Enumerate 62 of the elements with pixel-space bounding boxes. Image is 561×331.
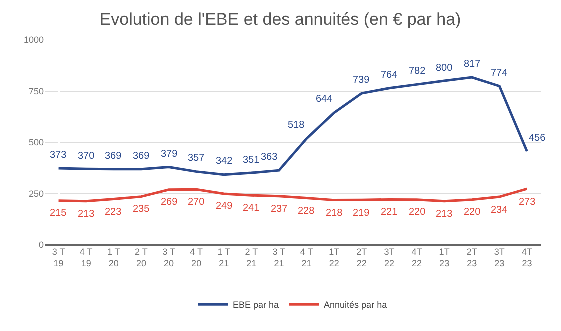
x-tick-label: 4 T 19 [80, 247, 94, 269]
data-label: 782 [409, 66, 426, 77]
data-label: 456 [529, 133, 546, 144]
data-label: 270 [188, 197, 206, 208]
x-tick-label: 4 T 21 [300, 247, 314, 269]
data-label: 342 [216, 156, 234, 167]
x-tick-label: 1 T 21 [218, 247, 232, 269]
data-label: 219 [353, 208, 370, 219]
data-label: 379 [161, 149, 178, 160]
y-tick-label: 1000 [24, 35, 44, 46]
data-label: 234 [491, 205, 508, 216]
data-label: 817 [464, 59, 482, 70]
data-label: 764 [381, 70, 398, 81]
data-label: 370 [78, 151, 96, 162]
x-tick-label: 4T 22 [412, 247, 423, 269]
legend-label: Annuités par ha [324, 300, 388, 310]
x-tick-label: 2 T 20 [135, 247, 148, 269]
data-label: 363 [261, 152, 278, 163]
data-label: 213 [436, 209, 454, 220]
x-tick-label: 4T 23 [522, 247, 533, 269]
data-label: 357 [188, 153, 206, 164]
x-tick-label: 3T 22 [384, 247, 396, 269]
y-tick-label: 250 [28, 188, 44, 199]
x-tick-label: 1T 22 [329, 247, 340, 269]
data-label: 273 [519, 197, 536, 208]
data-label: 351 [243, 155, 260, 166]
data-label: 249 [216, 201, 234, 212]
data-label: 739 [353, 75, 370, 86]
data-label: 518 [288, 120, 306, 131]
data-label: 369 [105, 151, 122, 162]
data-label: 241 [243, 203, 260, 214]
x-tick-label: 2 T 21 [245, 247, 259, 269]
data-label: 369 [133, 151, 150, 162]
data-label: 215 [50, 208, 68, 219]
y-tick-label: 0 [38, 240, 44, 250]
data-label: 644 [316, 94, 334, 105]
data-label: 774 [491, 68, 508, 79]
data-label: 235 [133, 204, 150, 215]
y-tick-label: 750 [28, 86, 44, 96]
chart-title: Evolution de l'EBE et des annuités (en € par ha) [100, 10, 462, 30]
data-label: 223 [105, 207, 122, 218]
x-tick-label: 1T 23 [439, 247, 450, 269]
x-tick-label: 3T 23 [494, 247, 506, 269]
x-tick-label: 3 T 20 [162, 247, 176, 269]
y-tick-label: 500 [28, 138, 44, 148]
data-label: 213 [78, 209, 96, 220]
x-tick-label: 2T 22 [356, 247, 368, 269]
data-label: 228 [298, 206, 316, 217]
data-label: 220 [464, 207, 482, 218]
data-label: 800 [436, 63, 454, 74]
x-tick-label: 3 T 19 [52, 247, 66, 269]
data-label: 237 [271, 204, 288, 215]
data-label: 373 [50, 150, 68, 161]
legend-label: EBE par ha [233, 300, 280, 310]
x-tick-label: 4 T 20 [190, 247, 204, 269]
data-label: 269 [161, 197, 178, 208]
data-label: 218 [326, 208, 344, 219]
x-tick-label: 3 T 21 [272, 247, 286, 269]
data-label: 220 [409, 207, 426, 218]
data-label: 221 [381, 207, 398, 218]
x-tick-label: 2T 23 [466, 247, 478, 269]
x-tick-label: 1 T 20 [107, 247, 121, 269]
